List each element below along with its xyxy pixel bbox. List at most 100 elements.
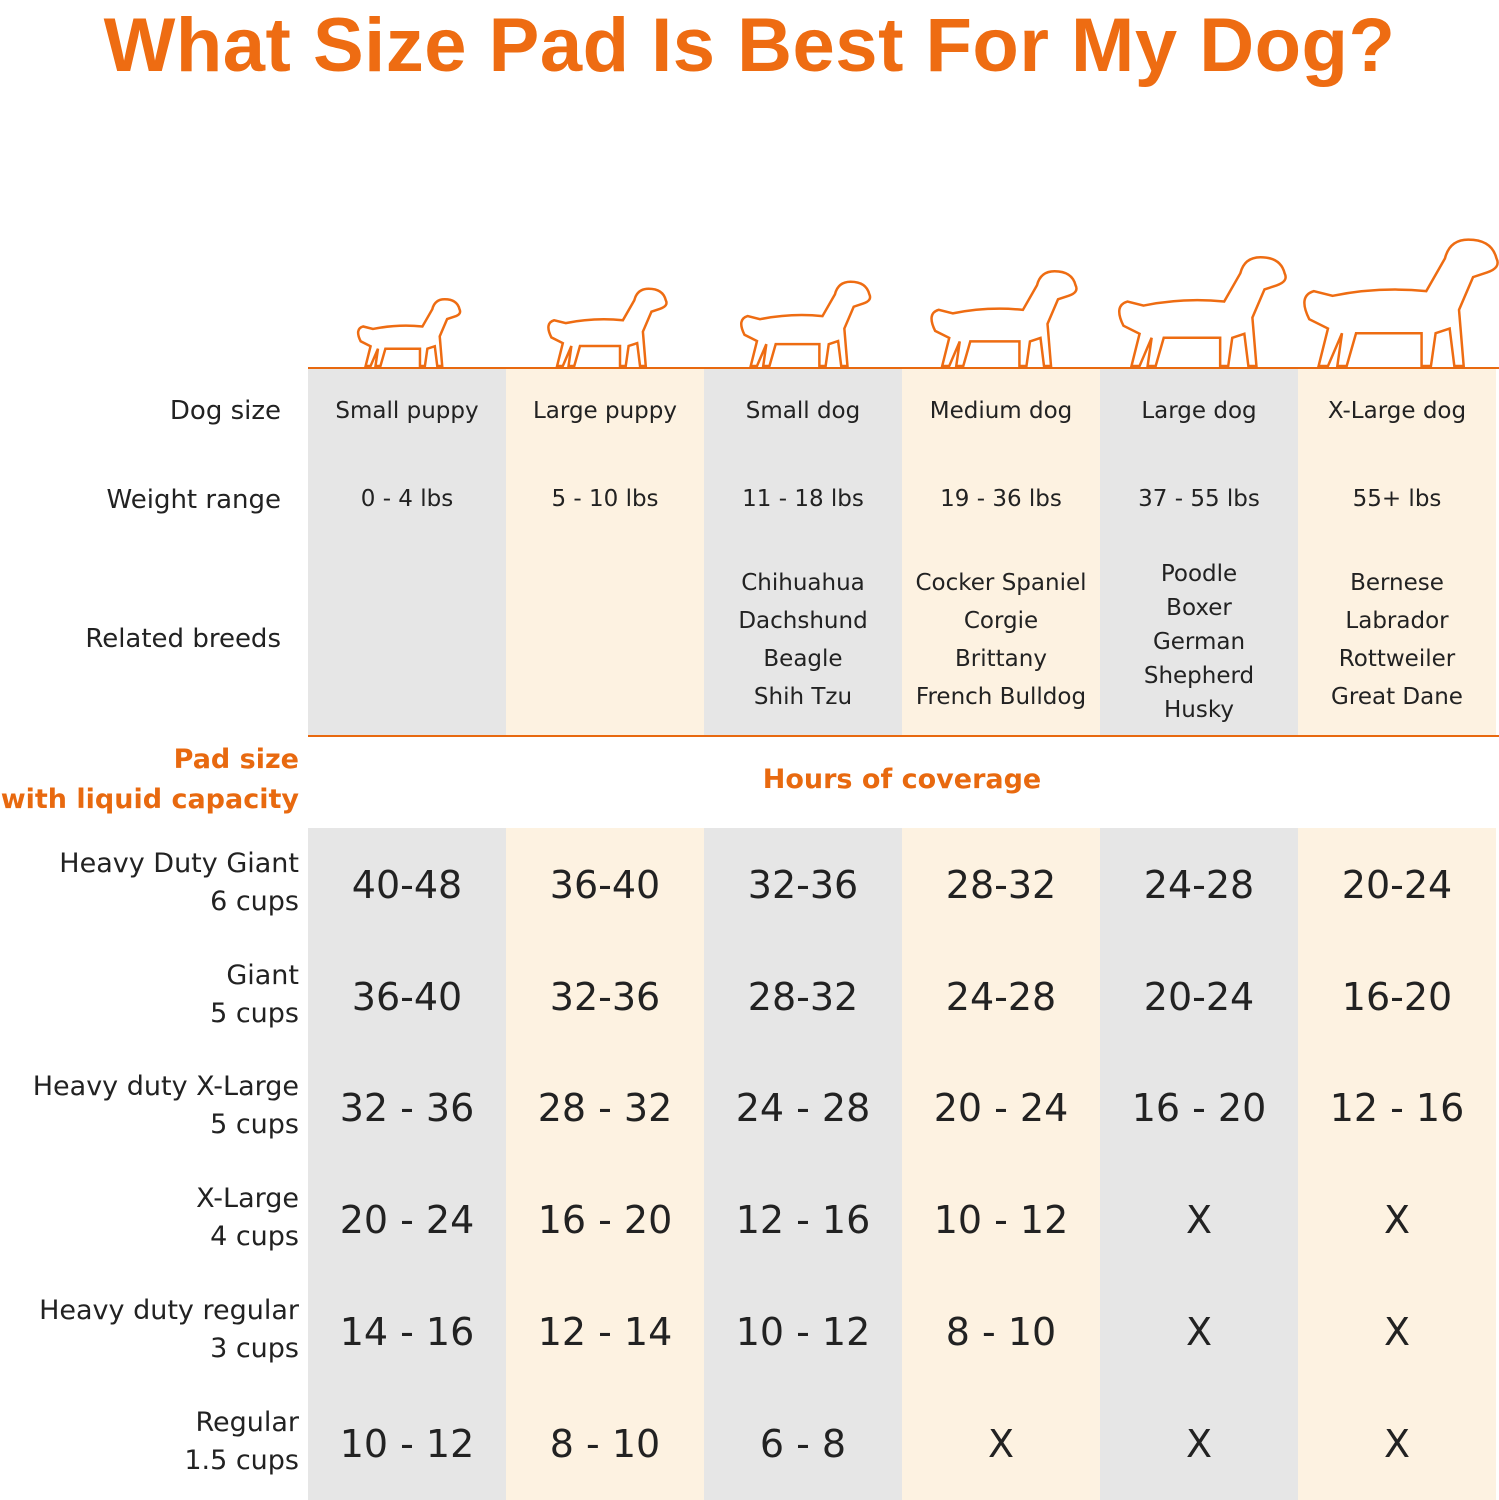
weight-range: 37 - 55 lbs — [1138, 486, 1260, 512]
coverage-hours: 24-28 — [945, 974, 1057, 1019]
breed: Shepherd — [1143, 663, 1255, 689]
pad-capacity: 5 cups — [210, 997, 299, 1029]
dog-size: Large puppy — [532, 398, 677, 424]
coverage-hours: 28-32 — [945, 863, 1057, 907]
coverage-hours: 10 - 12 — [339, 1421, 475, 1466]
coverage-hours: 32-36 — [549, 974, 661, 1019]
column-bg — [1298, 828, 1496, 1500]
column-bg — [704, 369, 902, 735]
pad-capacity: 6 cups — [210, 886, 299, 917]
breed: Cocker Spaniel — [915, 570, 1087, 596]
coverage-hours: 6 - 8 — [759, 1421, 847, 1466]
row-label: Weight range — [106, 485, 281, 515]
breed: Boxer — [1166, 595, 1232, 621]
column-bg — [308, 828, 506, 1500]
weight-range: 19 - 36 lbs — [940, 486, 1062, 512]
breed: Brittany — [955, 646, 1047, 672]
coverage-hours: 32 - 36 — [339, 1086, 475, 1131]
weight-range: 55+ lbs — [1352, 486, 1442, 512]
breed: Bernese — [1350, 570, 1444, 596]
column-bg — [506, 828, 704, 1500]
breed: French Bulldog — [915, 684, 1087, 710]
coverage-hours: 24 - 28 — [735, 1086, 871, 1131]
dog-illustrations — [356, 238, 1499, 368]
coverage-hours: 20-24 — [1143, 974, 1255, 1019]
dog-size: X-Large dog — [1327, 398, 1467, 424]
breed: Husky — [1164, 697, 1234, 723]
dog-icon — [930, 269, 1078, 368]
coverage-hours: 20 - 24 — [339, 1198, 475, 1243]
dog-size: Small dog — [745, 398, 861, 424]
coverage-hours: X — [1185, 1421, 1213, 1466]
coverage-hours: 8 - 10 — [945, 1309, 1057, 1354]
pad-capacity: 4 cups — [210, 1221, 299, 1253]
coverage-hours: X — [1383, 1421, 1411, 1466]
column-bg — [1298, 369, 1496, 735]
coverage-hours: 28 - 32 — [537, 1086, 673, 1131]
coverage-hours: 10 - 12 — [933, 1198, 1069, 1243]
dog-icon — [547, 287, 668, 368]
coverage-hours: X — [987, 1421, 1015, 1466]
breed: Chihuahua — [741, 570, 865, 596]
pad-capacity: 3 cups — [210, 1332, 299, 1364]
pad-capacity: 5 cups — [210, 1109, 299, 1141]
coverage-hours: 12 - 16 — [735, 1198, 871, 1243]
column-bg — [308, 369, 506, 735]
coverage-hours: 10 - 12 — [735, 1309, 871, 1354]
row-label: Related breeds — [85, 624, 281, 654]
weight-range: 11 - 18 lbs — [742, 486, 864, 512]
coverage-hours: X — [1185, 1309, 1213, 1354]
coverage-hours: 8 - 10 — [549, 1421, 661, 1466]
coverage-hours: 24-28 — [1143, 863, 1255, 907]
pad-name: Heavy Duty Giant — [59, 848, 299, 879]
breed: Shih Tzu — [753, 684, 853, 710]
coverage-hours: 16 - 20 — [1131, 1086, 1267, 1131]
breed: Poodle — [1160, 561, 1238, 587]
dog-size: Large dog — [1141, 398, 1257, 424]
breed: German — [1152, 629, 1246, 655]
breed: Corgie — [963, 608, 1039, 634]
pad-name: Heavy duty regular — [39, 1294, 299, 1326]
coverage-hours: 12 - 14 — [537, 1309, 673, 1354]
coverage-hours: X — [1383, 1309, 1411, 1354]
coverage-label: Hours of coverage — [762, 764, 1042, 795]
pad-name: X-Large — [196, 1183, 299, 1215]
row-label: Dog size — [169, 396, 281, 426]
column-bg — [704, 828, 902, 1500]
coverage-hours: 14 - 16 — [339, 1309, 475, 1354]
dog-size: Small puppy — [335, 398, 479, 424]
weight-range: 0 - 4 lbs — [360, 486, 454, 512]
breed: Beagle — [763, 646, 843, 672]
breed: Dachshund — [738, 608, 868, 634]
pad-capacity: 1.5 cups — [184, 1444, 299, 1476]
dog-icon — [740, 280, 872, 368]
coverage-hours: 16 - 20 — [537, 1198, 673, 1243]
coverage-hours: X — [1383, 1198, 1411, 1243]
coverage-hours: 12 - 16 — [1329, 1086, 1465, 1131]
breed: Great Dane — [1331, 684, 1463, 710]
column-bg — [1100, 828, 1298, 1500]
breed: Rottweiler — [1338, 646, 1456, 672]
pad-name: Heavy duty X-Large — [32, 1071, 299, 1103]
weight-range: 5 - 10 lbs — [551, 486, 659, 512]
pad-label: Pad size — [173, 744, 299, 775]
pad-name: Giant — [226, 959, 299, 991]
rule — [308, 735, 1499, 737]
dog-size: Medium dog — [929, 398, 1073, 424]
dog-icon — [1118, 255, 1287, 368]
column-bg — [506, 369, 704, 735]
column-bg — [902, 369, 1100, 735]
coverage-hours: 32-36 — [747, 863, 859, 907]
title: What Size Pad Is Best For My Dog? — [103, 3, 1396, 88]
rule — [308, 367, 1499, 369]
coverage-hours: X — [1185, 1198, 1213, 1243]
column-bg — [1100, 369, 1298, 735]
pad-name: Regular — [195, 1406, 299, 1438]
dog-icon — [1303, 238, 1499, 368]
breed: Labrador — [1345, 608, 1449, 634]
coverage-hours: 20-24 — [1341, 863, 1453, 907]
coverage-hours: 40-48 — [351, 863, 463, 907]
coverage-hours: 20 - 24 — [933, 1086, 1069, 1131]
coverage-hours: 16-20 — [1341, 974, 1453, 1019]
